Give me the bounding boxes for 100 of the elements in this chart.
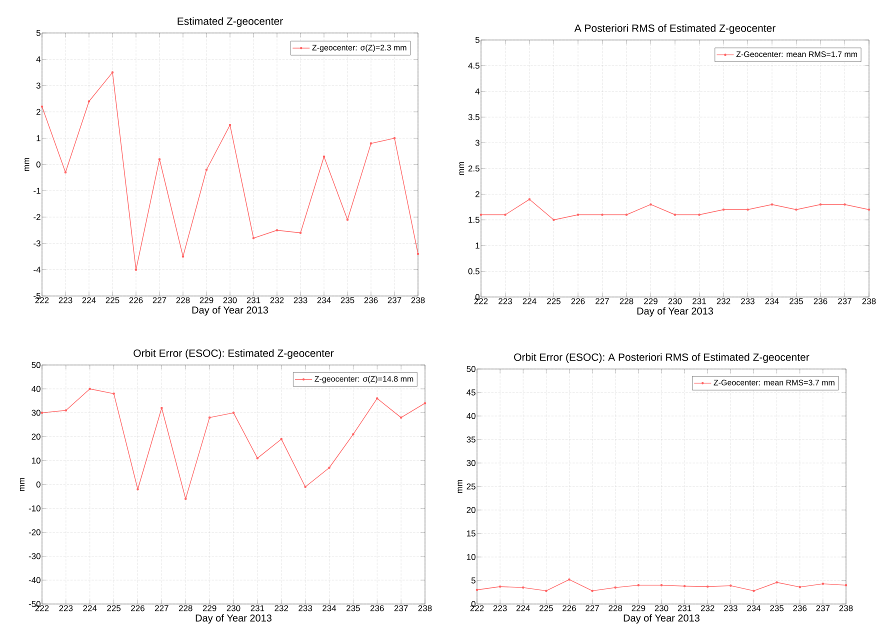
x-tick-label: 230: [223, 297, 237, 304]
x-tick-label: 224: [82, 297, 96, 304]
x-tick-label: 236: [793, 605, 807, 612]
y-tick-label: 15: [466, 530, 476, 536]
x-tick-label: 226: [131, 605, 144, 612]
x-tick-label: 227: [152, 297, 166, 304]
y-tick-label: 5: [475, 37, 480, 43]
y-tick-label: 40: [466, 412, 476, 420]
x-tick-label: 237: [394, 605, 408, 612]
x-tick-label: 231: [678, 605, 692, 612]
y-tick-label: 30: [32, 410, 40, 416]
y-tick-label: 25: [466, 483, 476, 490]
x-tick-label: 229: [200, 297, 214, 304]
x-tick-label: 223: [59, 605, 73, 612]
y-tick-label: -30: [28, 553, 40, 560]
x-tick-label: 236: [364, 297, 378, 304]
y-tick-label: 20: [466, 506, 476, 514]
x-tick-label: 233: [724, 605, 738, 612]
x-tick-label: 234: [765, 298, 779, 304]
y-tick-label: 4: [36, 56, 41, 62]
y-tick-label: 4: [475, 88, 480, 94]
x-tick-label: 233: [294, 297, 308, 304]
x-tick-label: 232: [270, 297, 284, 304]
chart-title: Orbit Error (ESOC): Estimated Z-geocenter: [134, 349, 334, 359]
chart-title: A Posteriori RMS of Estimated Z-geocenter: [574, 24, 776, 34]
legend-label: Z-Geocenter: mean RMS=3.7 mm: [714, 380, 834, 386]
y-tick-label: 0.5: [468, 268, 480, 274]
y-tick-label: 4.5: [468, 62, 480, 69]
x-tick-label: 233: [741, 298, 754, 304]
y-tick-label: 5: [36, 30, 40, 36]
x-tick-label: 222: [35, 605, 49, 612]
y-tick-label: 40: [32, 386, 40, 392]
x-tick-label: 224: [516, 605, 530, 612]
y-tick-label: 1: [476, 242, 480, 249]
y-tick-label: 2: [36, 108, 40, 115]
y-tick-label: 0: [36, 481, 40, 488]
x-tick-label: 223: [58, 297, 72, 304]
y-tick-label: -4: [34, 266, 41, 273]
y-tick-label: 1: [36, 135, 40, 142]
y-tick-label: 20: [32, 434, 40, 440]
x-tick-label: 223: [493, 605, 507, 612]
y-tick-label: 2: [476, 191, 480, 198]
x-tick-label: 237: [838, 298, 852, 304]
x-tick-label: 225: [540, 605, 553, 612]
x-tick-label: 224: [83, 605, 97, 612]
y-tick-label: 5: [471, 578, 476, 584]
legend-label: Z-geocenter: σ(Z)=2.3 mm: [312, 44, 406, 52]
y-tick-label: 3.5: [468, 114, 480, 120]
x-tick-label: 224: [522, 298, 536, 304]
y-tick-label: 0: [471, 600, 476, 608]
x-tick-label: 228: [608, 605, 622, 612]
x-tick-label: 225: [106, 297, 120, 304]
x-tick-label: 232: [716, 298, 730, 304]
x-axis-title: Day of Year 2013: [637, 307, 714, 317]
y-tick-label: 50: [466, 366, 476, 372]
x-axis-title: Day of Year 2013: [624, 614, 700, 624]
y-tick-label: 10: [32, 458, 40, 464]
legend-label: Z-Geocenter: mean RMS=1.7 mm: [736, 51, 858, 58]
y-tick-label: -2: [34, 214, 40, 220]
y-tick-label: 1.5: [468, 216, 480, 223]
x-axis-title: Day of Year 2013: [192, 306, 268, 316]
x-tick-label: 235: [770, 605, 784, 612]
y-tick-label: -20: [28, 529, 40, 536]
x-tick-label: 222: [35, 297, 49, 304]
x-tick-label: 234: [317, 297, 331, 304]
legend-label: Z-geocenter: σ(Z)=14.8 mm: [314, 376, 414, 384]
y-axis-title: mm: [458, 480, 462, 494]
y-tick-label: -50: [28, 600, 40, 608]
x-tick-label: 236: [814, 298, 828, 304]
x-tick-label: 228: [620, 298, 634, 304]
x-tick-label: 225: [547, 298, 560, 304]
x-tick-label: 227: [586, 605, 599, 612]
x-tick-label: 238: [839, 605, 853, 612]
x-tick-label: 228: [178, 605, 192, 612]
x-tick-label: 230: [668, 298, 682, 304]
x-tick-label: 230: [226, 605, 240, 612]
y-tick-label: -10: [28, 505, 40, 512]
y-tick-label: -3: [34, 240, 40, 246]
x-tick-label: 235: [790, 298, 803, 304]
chart-title: Orbit Error (ESOC): A Posteriori RMS of Estimated Z-geocenter: [514, 353, 810, 363]
x-tick-label: 230: [654, 605, 668, 612]
x-tick-label: 231: [692, 298, 706, 304]
x-axis-title: Day of Year 2013: [196, 614, 272, 624]
y-axis-title: mm: [20, 478, 24, 492]
y-tick-label: 35: [466, 436, 476, 443]
y-tick-label: 0: [475, 294, 480, 300]
x-tick-label: 232: [274, 605, 288, 612]
x-tick-label: 231: [250, 605, 264, 612]
y-axis-title: mm: [459, 162, 464, 176]
x-tick-label: 226: [571, 298, 585, 304]
x-tick-label: 238: [411, 297, 425, 304]
y-axis-title: mm: [24, 158, 30, 172]
y-tick-label: -1: [34, 188, 40, 194]
x-tick-label: 235: [346, 605, 360, 612]
y-tick-label: -40: [28, 577, 40, 584]
y-tick-label: 50: [32, 362, 40, 368]
x-tick-label: 235: [340, 297, 354, 304]
x-tick-label: 229: [632, 605, 646, 612]
x-tick-label: 226: [562, 605, 576, 612]
x-tick-label: 237: [388, 297, 402, 304]
